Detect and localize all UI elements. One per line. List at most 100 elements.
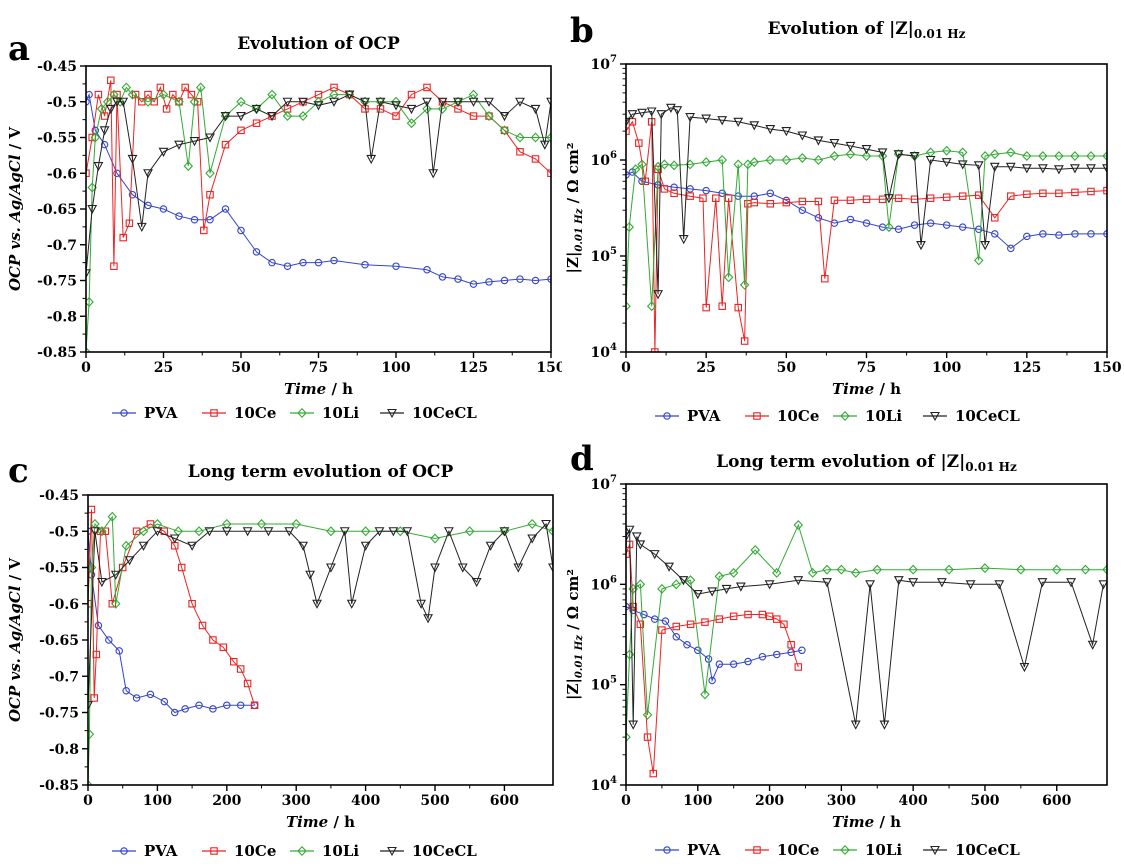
data-point [845, 141, 856, 152]
data-point [339, 527, 350, 537]
y-tick-label: -0.8 [47, 309, 77, 325]
data-point [958, 223, 967, 231]
data-point [437, 103, 448, 114]
x-tick-label: 150 [1092, 360, 1121, 376]
data-point [829, 139, 840, 149]
series-line-PVA [88, 531, 255, 714]
data-point [90, 527, 100, 537]
panel-label-a: a [8, 29, 31, 69]
data-point [121, 82, 132, 93]
data-point [190, 215, 199, 224]
data-point [464, 526, 475, 537]
data-point [97, 526, 107, 537]
data-point [980, 241, 991, 251]
chart-ocp-long-term: Long term evolution of OCP 0 100 200 300 400 5… [6, 462, 554, 860]
data-point [395, 526, 406, 537]
data-point [107, 76, 115, 85]
data-point [626, 532, 631, 542]
data-point [640, 610, 648, 619]
data-point [90, 132, 101, 143]
data-point [329, 97, 339, 107]
data-point [391, 101, 401, 111]
data-point [782, 198, 791, 207]
data-point [994, 580, 1005, 590]
data-point [798, 206, 807, 214]
data-point [485, 112, 493, 120]
data-point [878, 223, 887, 231]
x-axis-label: Time / h [832, 380, 901, 398]
data-point [717, 155, 727, 165]
data-point [957, 160, 968, 170]
data-point [626, 732, 631, 743]
data-point [626, 550, 630, 558]
x-tick-label: 50 [777, 360, 797, 376]
data-point [941, 158, 952, 168]
data-point [391, 96, 401, 107]
x-tick-label: 25 [154, 360, 173, 376]
legend-label-PVA: PVA [144, 842, 178, 860]
data-point [635, 579, 646, 590]
y-tick-label: -0.5 [47, 95, 77, 111]
data-point [910, 221, 919, 229]
data-point [499, 112, 510, 122]
x-tick-label: 500 [970, 793, 999, 809]
legend-marker-10CeCL [930, 845, 940, 856]
data-point [626, 117, 631, 127]
data-point [980, 563, 990, 574]
data-point [686, 192, 694, 200]
x-tick-label: 100 [683, 793, 712, 809]
data-point [181, 83, 189, 92]
data-point [1053, 165, 1064, 175]
data-point [1051, 564, 1062, 575]
data-point [515, 132, 525, 143]
legend-marker-10Ce [753, 846, 761, 854]
data-point [122, 687, 130, 695]
data-point [313, 101, 324, 111]
data-point [100, 112, 109, 120]
data-point [138, 526, 149, 537]
data-point [699, 194, 707, 202]
data-point [936, 578, 947, 588]
data-point [649, 769, 658, 778]
data-point [974, 225, 983, 233]
data-point [428, 169, 439, 179]
data-point [437, 97, 448, 107]
x-tick-label: 100 [932, 360, 961, 376]
data-point [100, 140, 109, 149]
y-tick-label: -0.6 [47, 166, 77, 182]
data-point [237, 226, 245, 235]
data-point [694, 646, 702, 655]
legend-label-10Li: 10Li [865, 841, 902, 859]
data-point [908, 578, 919, 588]
data-point [798, 646, 806, 655]
data-point [136, 222, 147, 233]
data-point [822, 578, 832, 588]
data-point [1080, 564, 1091, 575]
data-point [989, 162, 1000, 172]
data-point [312, 599, 322, 609]
chart-ocp: Evolution of OCP 0 25 50 75 100 125 150 -0.85 -0.… [6, 34, 562, 422]
chart-title: Evolution of |Z|0.01 Hz [768, 19, 966, 41]
data-point [430, 533, 440, 544]
data-point [118, 97, 129, 107]
data-point [707, 587, 718, 597]
data-point [236, 112, 246, 122]
data-point [92, 650, 101, 659]
data-point [330, 256, 338, 265]
data-point [686, 185, 694, 193]
data-point [670, 189, 678, 198]
data-point [229, 658, 238, 666]
data-point [86, 269, 91, 279]
data-point [942, 193, 951, 201]
data-point [850, 567, 861, 578]
series-line-10Li [626, 150, 1107, 307]
data-point [267, 89, 277, 100]
data-point [701, 157, 711, 168]
data-point [206, 215, 214, 224]
y-axis-label: OCP vs. Ag/AgCl / V [6, 127, 24, 291]
x-tick-label: 125 [1012, 360, 1041, 376]
data-point [650, 615, 659, 623]
data-point [374, 527, 385, 537]
data-point [144, 201, 152, 210]
data-point [423, 266, 431, 274]
